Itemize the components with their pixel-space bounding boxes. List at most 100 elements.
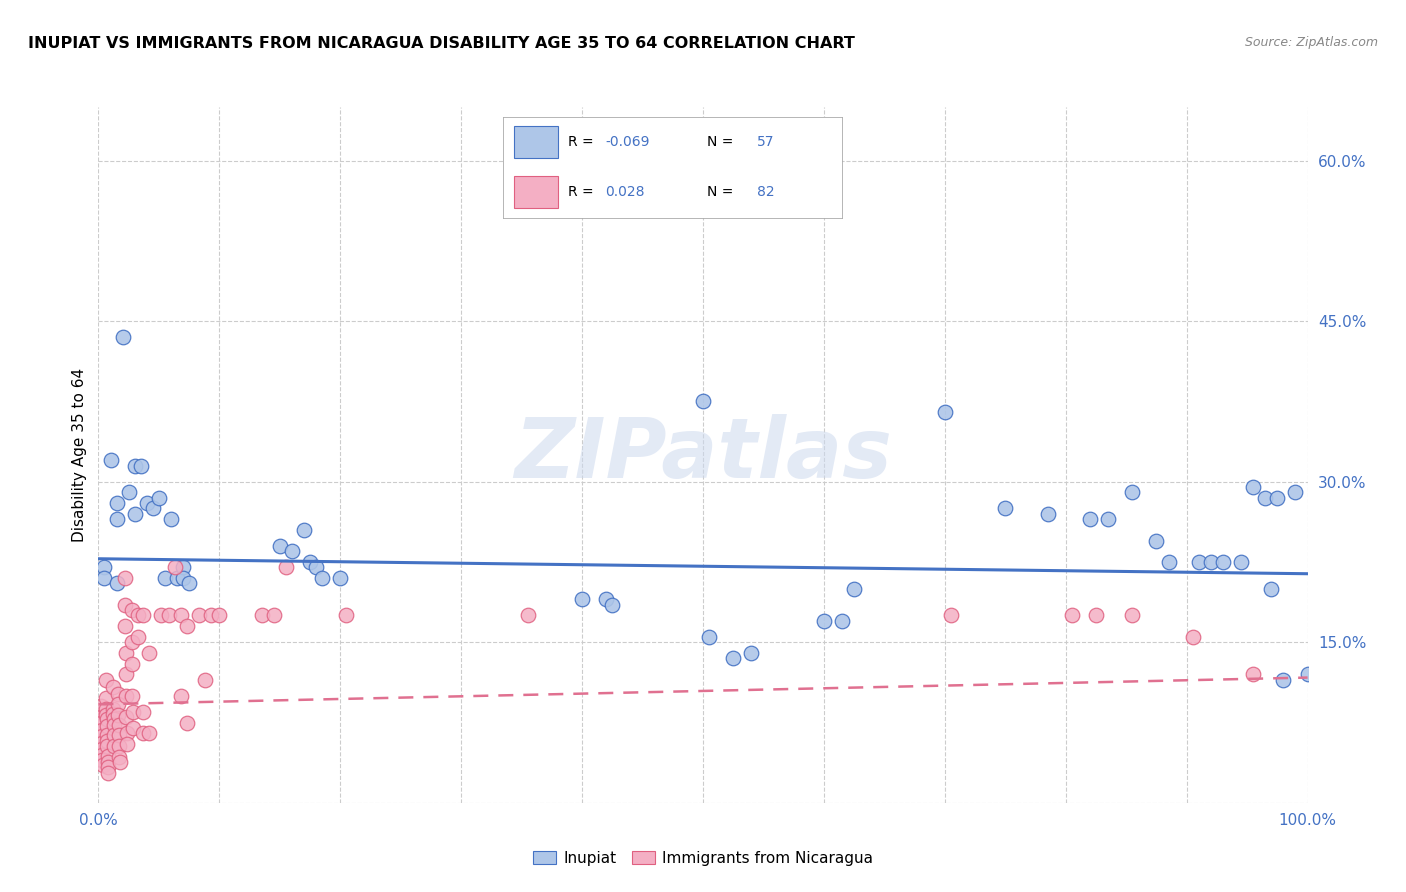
Point bbox=[813, 614, 835, 628]
Point bbox=[124, 458, 146, 473]
Point bbox=[91, 758, 114, 772]
Point bbox=[90, 715, 112, 730]
Point bbox=[122, 705, 145, 719]
Point bbox=[153, 571, 176, 585]
Point bbox=[121, 689, 143, 703]
Point bbox=[571, 592, 593, 607]
Point bbox=[118, 485, 141, 500]
Point bbox=[132, 705, 155, 719]
Point bbox=[1036, 507, 1059, 521]
Point bbox=[97, 765, 120, 780]
Point bbox=[117, 737, 139, 751]
Point bbox=[1230, 555, 1253, 569]
Point bbox=[94, 690, 117, 705]
Point bbox=[90, 710, 112, 724]
Point bbox=[91, 742, 114, 756]
Point bbox=[93, 571, 115, 585]
Point bbox=[138, 726, 160, 740]
Point bbox=[91, 753, 114, 767]
Point bbox=[111, 330, 134, 344]
Point bbox=[1199, 555, 1222, 569]
Legend: Inupiat, Immigrants from Nicaragua: Inupiat, Immigrants from Nicaragua bbox=[527, 845, 879, 871]
Point bbox=[101, 701, 124, 715]
Point bbox=[1097, 512, 1119, 526]
Point bbox=[96, 719, 118, 733]
Point bbox=[96, 739, 118, 753]
Point bbox=[602, 598, 624, 612]
Point bbox=[115, 710, 138, 724]
Point bbox=[311, 571, 333, 585]
Point bbox=[934, 405, 956, 419]
Point bbox=[91, 730, 114, 744]
Point bbox=[105, 512, 128, 526]
Point bbox=[91, 736, 114, 750]
Point bbox=[200, 608, 222, 623]
Point bbox=[274, 560, 297, 574]
Point bbox=[138, 646, 160, 660]
Point bbox=[1284, 485, 1306, 500]
Point bbox=[160, 512, 183, 526]
Point bbox=[1078, 512, 1101, 526]
Point bbox=[194, 673, 217, 687]
Point bbox=[723, 651, 745, 665]
Y-axis label: Disability Age 35 to 64: Disability Age 35 to 64 bbox=[72, 368, 87, 542]
Point bbox=[114, 598, 136, 612]
Point bbox=[96, 712, 118, 726]
Point bbox=[122, 721, 145, 735]
Point bbox=[176, 715, 198, 730]
Point bbox=[305, 560, 328, 574]
Point bbox=[163, 560, 186, 574]
Point bbox=[1121, 485, 1143, 500]
Point bbox=[208, 608, 231, 623]
Point bbox=[157, 608, 180, 623]
Point bbox=[107, 708, 129, 723]
Point bbox=[169, 689, 191, 703]
Point bbox=[94, 673, 117, 687]
Point bbox=[114, 571, 136, 585]
Point bbox=[121, 657, 143, 671]
Point bbox=[108, 755, 131, 769]
Point bbox=[281, 544, 304, 558]
Text: INUPIAT VS IMMIGRANTS FROM NICARAGUA DISABILITY AGE 35 TO 64 CORRELATION CHART: INUPIAT VS IMMIGRANTS FROM NICARAGUA DIS… bbox=[28, 36, 855, 51]
Point bbox=[329, 571, 352, 585]
Point bbox=[844, 582, 866, 596]
Point bbox=[103, 712, 125, 726]
Point bbox=[740, 646, 762, 660]
Point bbox=[97, 755, 120, 769]
Point bbox=[1212, 555, 1234, 569]
Point bbox=[697, 630, 720, 644]
Point bbox=[269, 539, 291, 553]
Point bbox=[105, 576, 128, 591]
Text: ZIPatlas: ZIPatlas bbox=[515, 415, 891, 495]
Point bbox=[142, 501, 165, 516]
Text: Source: ZipAtlas.com: Source: ZipAtlas.com bbox=[1244, 36, 1378, 49]
Point bbox=[299, 555, 322, 569]
Point bbox=[1260, 582, 1282, 596]
Point bbox=[172, 571, 194, 585]
Point bbox=[96, 733, 118, 747]
Point bbox=[692, 394, 714, 409]
Point bbox=[1272, 673, 1295, 687]
Point bbox=[101, 680, 124, 694]
Point bbox=[292, 523, 315, 537]
Point bbox=[91, 723, 114, 737]
Point bbox=[1181, 630, 1204, 644]
Point bbox=[114, 619, 136, 633]
Point bbox=[117, 726, 139, 740]
Point bbox=[1085, 608, 1108, 623]
Point bbox=[115, 646, 138, 660]
Point bbox=[90, 699, 112, 714]
Point bbox=[1241, 667, 1264, 681]
Point bbox=[107, 687, 129, 701]
Point bbox=[510, 180, 533, 194]
Point bbox=[101, 706, 124, 721]
Point bbox=[108, 728, 131, 742]
Point bbox=[1188, 555, 1211, 569]
Point bbox=[107, 698, 129, 712]
Point bbox=[108, 739, 131, 753]
Point bbox=[94, 708, 117, 723]
Point bbox=[132, 608, 155, 623]
Point bbox=[103, 728, 125, 742]
Point bbox=[96, 728, 118, 742]
Point bbox=[97, 760, 120, 774]
